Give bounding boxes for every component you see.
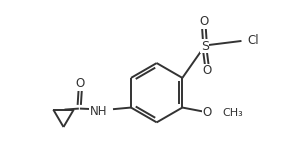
Text: O: O (199, 15, 208, 28)
Text: Cl: Cl (248, 34, 259, 47)
Text: S: S (201, 40, 209, 53)
Text: CH₃: CH₃ (222, 108, 243, 118)
Text: O: O (75, 77, 84, 90)
Text: NH: NH (90, 105, 108, 118)
Text: O: O (202, 106, 211, 119)
Text: O: O (202, 64, 211, 77)
